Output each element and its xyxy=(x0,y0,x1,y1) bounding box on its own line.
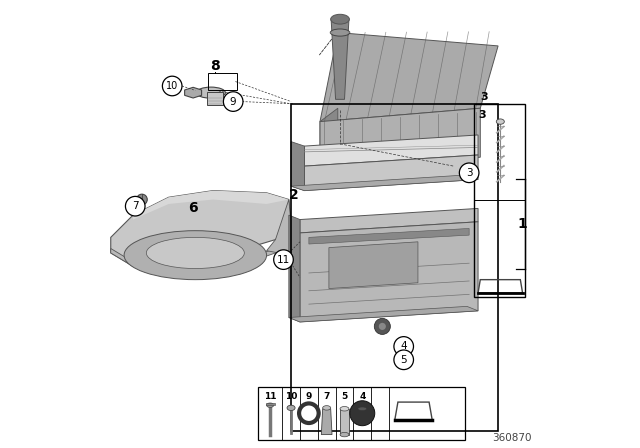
Circle shape xyxy=(460,163,479,183)
Circle shape xyxy=(223,92,243,112)
Ellipse shape xyxy=(287,405,295,410)
Circle shape xyxy=(163,76,182,96)
Ellipse shape xyxy=(196,87,225,98)
Polygon shape xyxy=(300,208,478,233)
Polygon shape xyxy=(329,242,418,289)
Bar xyxy=(208,73,237,90)
Text: 3: 3 xyxy=(466,168,472,178)
Text: 2: 2 xyxy=(289,188,299,202)
Polygon shape xyxy=(309,228,469,244)
Text: 4: 4 xyxy=(359,392,365,401)
Bar xyxy=(474,104,525,297)
Circle shape xyxy=(350,401,375,426)
Bar xyxy=(291,104,498,431)
Circle shape xyxy=(394,350,413,370)
Ellipse shape xyxy=(340,432,349,437)
Polygon shape xyxy=(289,306,478,322)
Text: 5: 5 xyxy=(401,355,407,365)
Bar xyxy=(340,409,349,435)
Text: 9: 9 xyxy=(230,97,237,107)
Ellipse shape xyxy=(147,237,244,268)
Text: 10: 10 xyxy=(166,81,179,91)
Bar xyxy=(207,92,223,105)
Polygon shape xyxy=(111,249,275,271)
Bar xyxy=(266,403,275,405)
Polygon shape xyxy=(300,222,478,322)
Text: 11: 11 xyxy=(277,254,290,265)
Polygon shape xyxy=(320,108,338,171)
Polygon shape xyxy=(291,175,478,190)
Ellipse shape xyxy=(358,407,367,410)
Text: 4: 4 xyxy=(401,341,407,351)
Circle shape xyxy=(125,196,145,216)
Text: 9: 9 xyxy=(306,392,312,401)
Ellipse shape xyxy=(124,231,267,280)
Text: 6: 6 xyxy=(188,202,198,215)
Text: 8: 8 xyxy=(211,59,220,73)
Polygon shape xyxy=(184,87,202,98)
Circle shape xyxy=(394,336,413,356)
Bar xyxy=(258,387,465,440)
Polygon shape xyxy=(320,108,480,171)
Polygon shape xyxy=(331,19,349,99)
Ellipse shape xyxy=(331,14,349,24)
Ellipse shape xyxy=(340,406,349,411)
Text: 3: 3 xyxy=(478,110,486,120)
Polygon shape xyxy=(133,190,289,220)
Circle shape xyxy=(136,194,147,205)
Polygon shape xyxy=(305,135,478,166)
Ellipse shape xyxy=(330,29,350,36)
Text: 1: 1 xyxy=(518,217,527,231)
Polygon shape xyxy=(291,142,305,190)
Polygon shape xyxy=(289,215,300,322)
Text: 360870: 360870 xyxy=(492,433,531,443)
Polygon shape xyxy=(267,199,296,255)
Text: 10: 10 xyxy=(285,392,297,401)
Polygon shape xyxy=(320,33,498,121)
Ellipse shape xyxy=(323,405,331,410)
Circle shape xyxy=(374,319,390,334)
Polygon shape xyxy=(111,190,291,266)
Circle shape xyxy=(274,250,293,269)
Circle shape xyxy=(379,323,386,330)
Text: 7: 7 xyxy=(323,392,330,401)
Polygon shape xyxy=(305,155,478,190)
Polygon shape xyxy=(321,409,332,435)
Text: 7: 7 xyxy=(132,201,138,211)
Text: 3: 3 xyxy=(480,92,488,102)
Text: 5: 5 xyxy=(341,392,348,401)
Text: 11: 11 xyxy=(264,392,276,401)
Ellipse shape xyxy=(267,403,274,407)
Ellipse shape xyxy=(496,119,504,124)
